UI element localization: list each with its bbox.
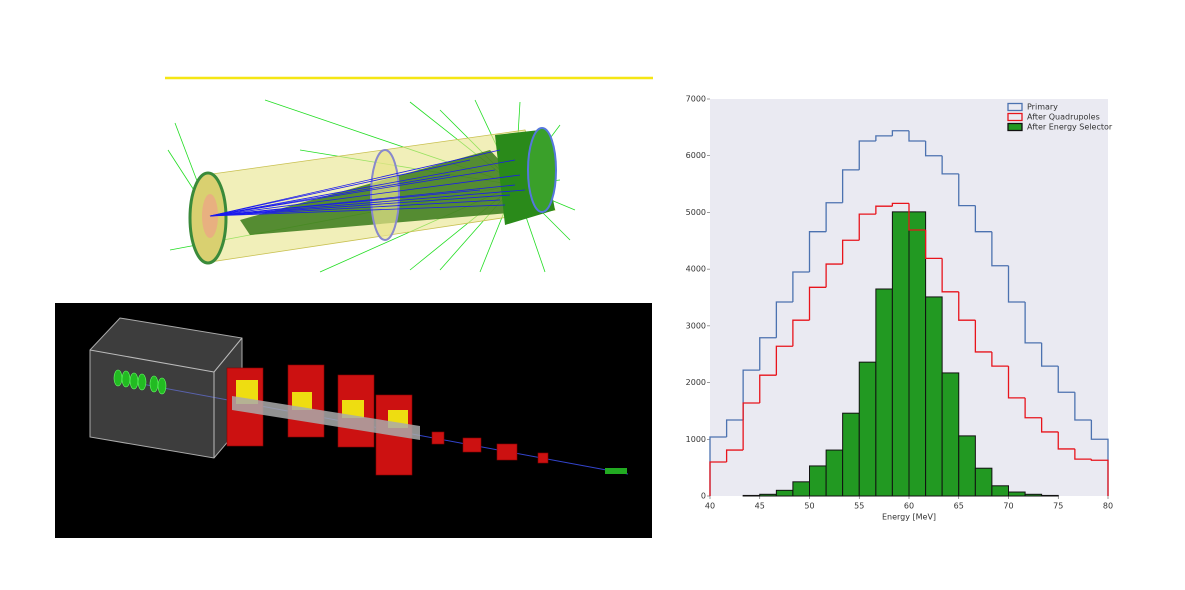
histogram-bar — [742, 494, 761, 497]
histogram-step — [858, 140, 876, 170]
histogram-step — [1057, 431, 1075, 450]
histogram-step — [875, 135, 893, 141]
histogram-step — [875, 205, 893, 215]
detector-render — [165, 76, 653, 273]
histogram-step — [1090, 459, 1109, 496]
histogram-step — [759, 374, 777, 403]
histogram-bar — [941, 372, 960, 497]
histogram-step — [742, 402, 760, 451]
histogram-step — [908, 130, 926, 142]
histogram-step — [725, 419, 744, 438]
histogram-step — [841, 169, 860, 203]
histogram-step — [1007, 265, 1026, 303]
histogram-bar — [891, 211, 910, 497]
histogram-bar — [792, 481, 810, 497]
histogram-step — [891, 130, 909, 136]
histogram-bar — [875, 288, 893, 497]
histogram-bar — [825, 449, 844, 497]
histogram-bar — [775, 489, 794, 497]
histogram-step — [1057, 366, 1075, 393]
histogram-step — [775, 301, 793, 338]
histogram-step — [858, 213, 876, 241]
y-tick-label: 4000 — [686, 265, 706, 274]
y-tick-label: 7000 — [686, 95, 706, 104]
histogram-bar — [974, 467, 993, 497]
histogram-step — [958, 291, 976, 321]
histogram-step — [974, 320, 992, 353]
histogram-bar — [1024, 493, 1043, 497]
histogram-step — [808, 231, 827, 272]
histogram-step — [725, 449, 744, 462]
histogram-step — [841, 239, 860, 265]
x-tick-label: 65 — [954, 502, 964, 511]
histogram-bar — [858, 361, 877, 497]
histogram-bar — [842, 412, 860, 497]
histogram-step — [808, 286, 827, 321]
histogram-step — [825, 263, 843, 288]
y-tick-label: 2000 — [686, 378, 706, 387]
histogram-step — [974, 205, 992, 233]
histogram-bar — [1008, 491, 1026, 497]
legend-swatch — [1007, 122, 1023, 132]
histogram-bar — [809, 465, 827, 497]
histogram-step — [991, 231, 1009, 267]
y-tick-label: 5000 — [686, 208, 706, 217]
x-tick-label: 50 — [804, 502, 814, 511]
histogram-step — [891, 202, 909, 207]
histogram-step — [1074, 392, 1092, 421]
histogram-bar — [1041, 494, 1059, 497]
beamline-render — [55, 303, 652, 538]
histogram-step — [941, 155, 959, 175]
legend-label: Primary — [1027, 103, 1058, 112]
histogram-chart: 0 1000 2000 3000 4000 5000 6000 7000 40 45 50 55 60 6… — [686, 95, 1113, 522]
histogram-step — [908, 203, 926, 231]
blue-tracks — [209, 149, 526, 217]
histogram-step — [1024, 302, 1042, 344]
histogram-step — [825, 202, 843, 232]
y-tick-label: 1000 — [686, 435, 706, 444]
histogram-step — [759, 337, 777, 371]
x-tick-label: 60 — [904, 502, 914, 511]
histogram-bar — [759, 493, 777, 497]
histogram-step — [792, 271, 810, 303]
histogram-bar — [925, 296, 943, 497]
histogram-bar — [958, 435, 976, 497]
legend-label: After Energy Selector — [1027, 123, 1113, 132]
legend-label: After Quadrupoles — [1027, 113, 1100, 122]
histogram-step — [991, 351, 1009, 367]
histogram-step — [1040, 417, 1059, 433]
histogram-step — [775, 345, 793, 376]
legend-swatch — [1007, 102, 1023, 112]
x-axis-label: Energy [MeV] — [882, 513, 936, 522]
histogram-bar — [908, 211, 927, 497]
histogram-step — [1074, 448, 1092, 460]
histogram-step — [1040, 342, 1059, 367]
histogram-step — [1007, 366, 1026, 399]
x-tick-label: 80 — [1103, 502, 1113, 511]
histogram-step — [792, 319, 810, 347]
x-tick-label: 75 — [1053, 502, 1063, 511]
histogram-step — [709, 461, 727, 496]
histogram-step — [924, 140, 943, 157]
y-tick-label: 3000 — [686, 321, 706, 330]
y-tick-label: 0 — [701, 492, 706, 501]
histogram-step — [924, 230, 943, 260]
y-tick-label: 6000 — [686, 151, 706, 160]
histogram-step — [941, 258, 959, 293]
histogram-step — [1024, 397, 1042, 419]
x-tick-label: 70 — [1003, 502, 1013, 511]
x-tick-label: 45 — [755, 502, 765, 511]
x-tick-label: 40 — [705, 502, 715, 511]
histogram-step — [958, 173, 976, 207]
histogram-bar — [991, 485, 1009, 497]
x-tick-label: 55 — [854, 502, 864, 511]
legend-swatch — [1007, 112, 1023, 122]
